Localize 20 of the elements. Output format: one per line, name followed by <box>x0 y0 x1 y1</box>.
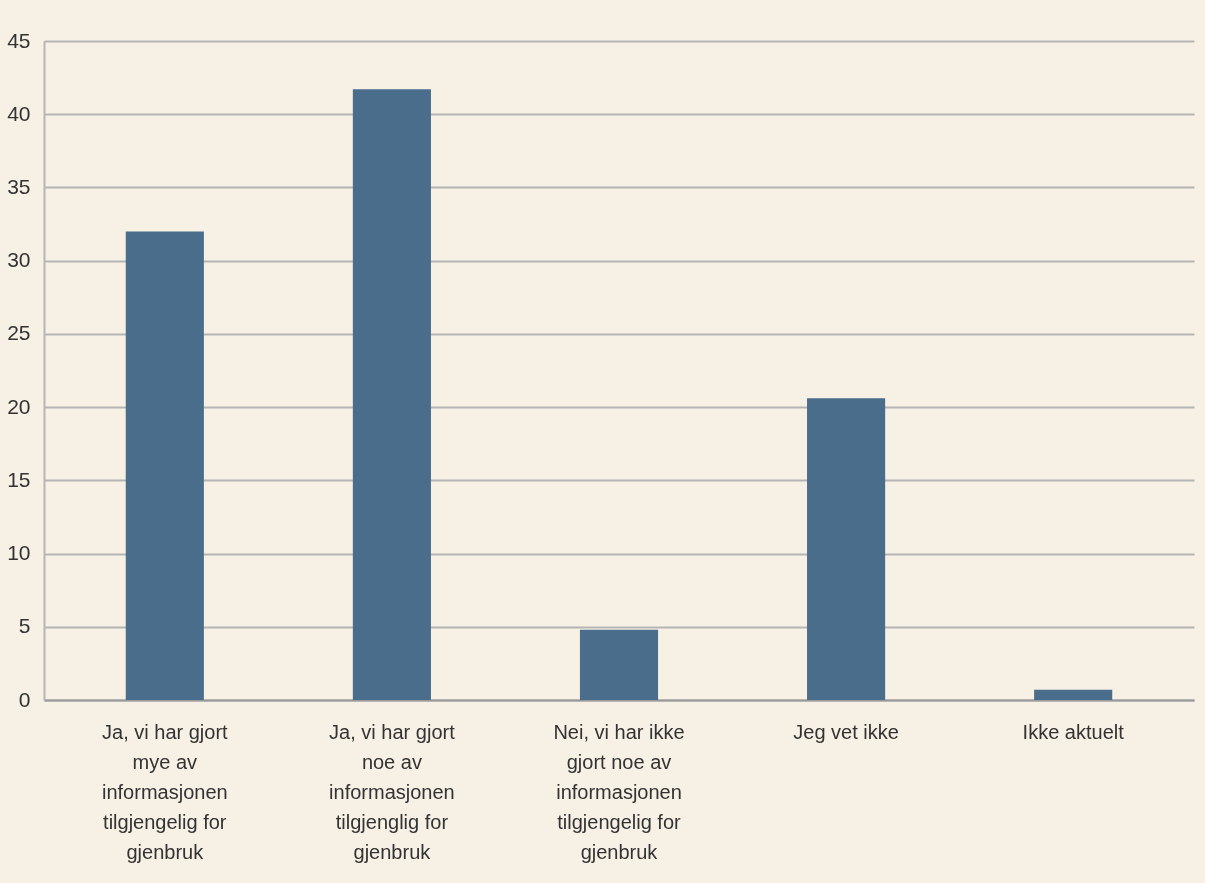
x-tick-label: Jeg vet ikke <box>793 720 899 743</box>
y-tick-label: 10 <box>7 541 31 565</box>
bar <box>352 89 431 700</box>
bar <box>1034 689 1113 700</box>
y-tick-label: 0 <box>18 687 31 711</box>
y-tick-label: 20 <box>7 394 31 418</box>
bar <box>807 398 886 700</box>
bar <box>579 629 659 700</box>
y-tick-label: 35 <box>7 174 31 198</box>
y-tick-label: 40 <box>7 101 31 125</box>
y-tick-label: 25 <box>7 321 31 345</box>
x-tick-label: Ikke aktuelt <box>1022 720 1125 743</box>
y-tick-label: 5 <box>18 614 31 638</box>
y-tick-label: 30 <box>7 248 31 272</box>
x-tick-label: Nei, vi har ikke gjort noe av informasjonen tilgjengelig for gjenbruk <box>553 720 685 863</box>
x-tick-label: Ja, vi har gjort mye av informasjonen tilgjengelig for gjenbruk <box>102 720 229 863</box>
y-tick-label: 45 <box>7 28 31 52</box>
bar <box>125 231 204 700</box>
x-tick-label: Ja, vi har gjort noe av informasjonen tilgjenglig for gjenbruk <box>329 720 456 863</box>
y-tick-label: 15 <box>7 467 31 491</box>
